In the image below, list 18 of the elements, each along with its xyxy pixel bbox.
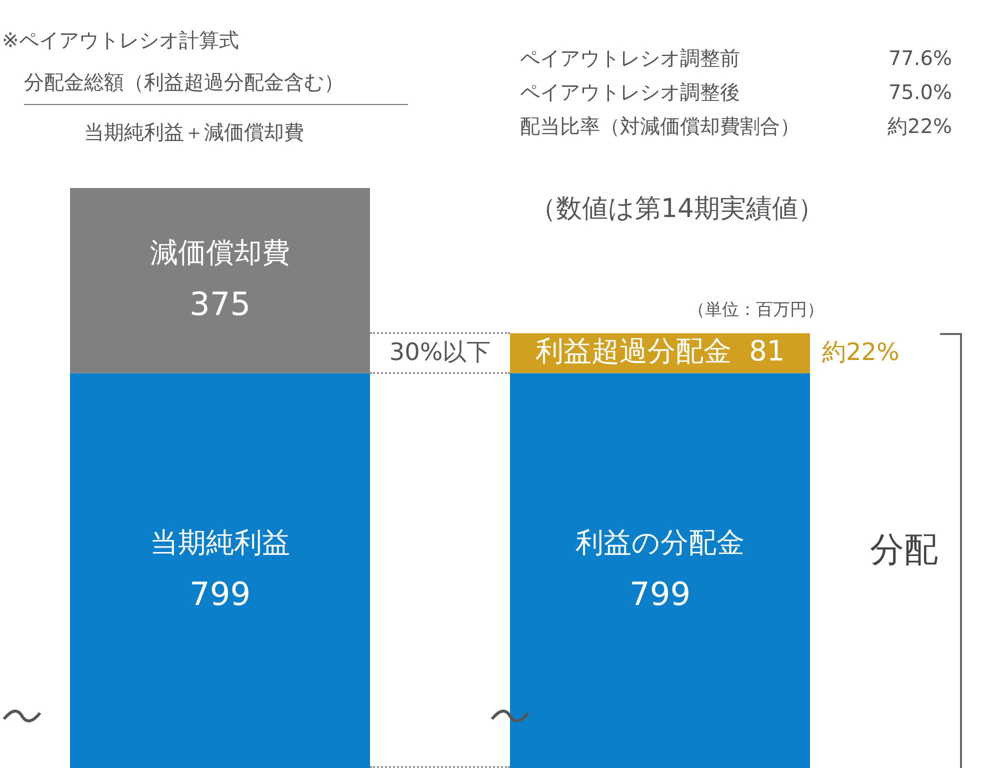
text: ペイアウトレシオ調整後 xyxy=(520,80,740,104)
text: 77.6% xyxy=(888,46,952,70)
text: ※ペイアウトレシオ計算式 xyxy=(2,28,239,52)
data-label: 利益超過分配金 81 xyxy=(535,334,785,368)
annotation: 約22% xyxy=(822,338,900,368)
text: 75.0% xyxy=(888,80,952,104)
text: 分配金総額（利益超過分配金含む） xyxy=(24,70,344,94)
text: 配当比率（対減価償却費割合） xyxy=(520,114,800,138)
annotation: （単位：百万円） xyxy=(688,300,824,320)
annotation: 30%以下 xyxy=(388,338,492,368)
annotation: 分配 xyxy=(870,530,938,571)
text: ペイアウトレシオ調整前 xyxy=(520,46,740,70)
annotation: （数値は第14期実績値） xyxy=(530,194,824,226)
text: 当期純利益＋減価償却費 xyxy=(84,120,304,144)
data-label: 利益の分配金 799 xyxy=(576,526,744,613)
text: 約22% xyxy=(888,114,952,138)
data-label: 減価償却費 375 xyxy=(150,236,290,323)
data-label: 当期純利益 799 xyxy=(150,526,290,613)
